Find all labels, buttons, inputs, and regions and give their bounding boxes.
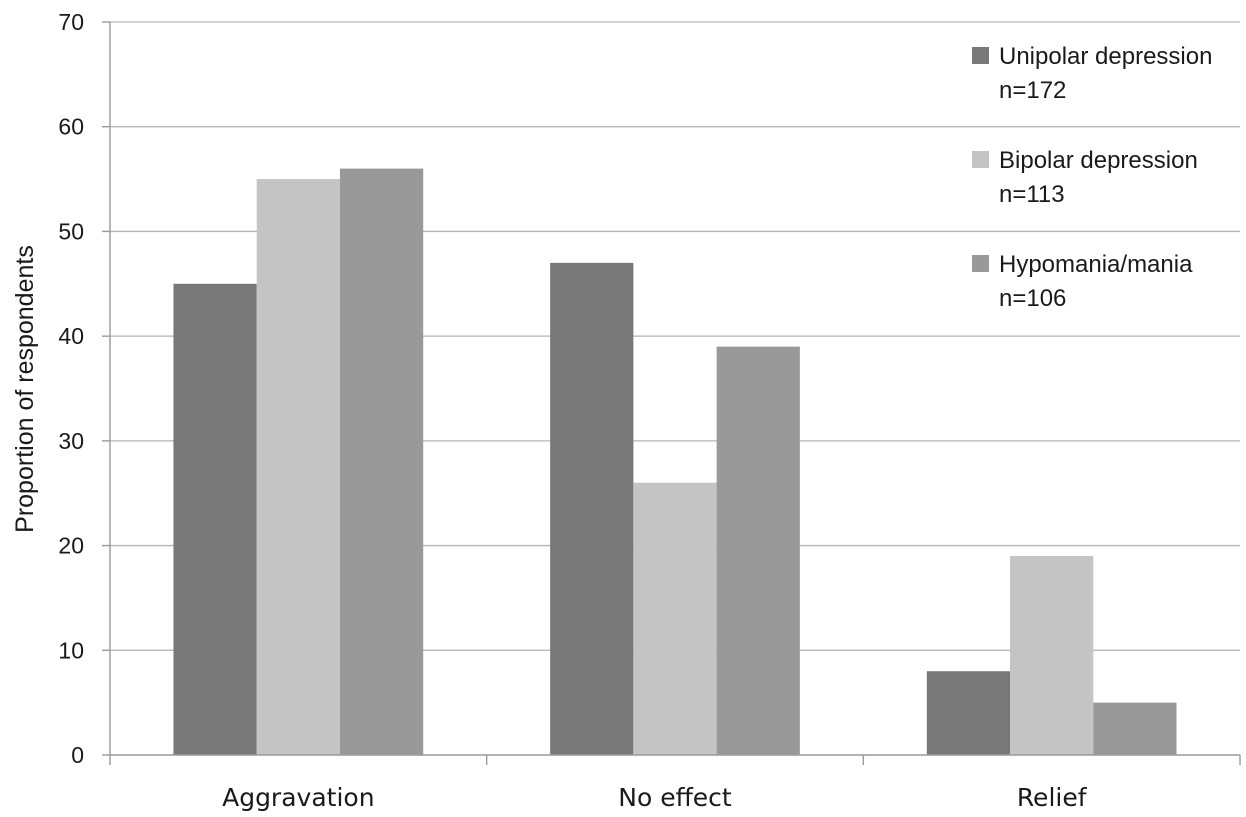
legend-swatch bbox=[972, 255, 989, 272]
legend-sublabel: n=106 bbox=[999, 285, 1066, 312]
x-tick-label: No effect bbox=[618, 783, 732, 812]
y-axis-label: Proportion of respondents bbox=[11, 245, 39, 533]
axes: Proportion of respondents 0 10 20 30 40 50 60 7… bbox=[11, 9, 1241, 812]
bar bbox=[550, 262, 634, 755]
y-tick-label: 70 bbox=[58, 9, 84, 35]
legend-swatch bbox=[972, 47, 989, 64]
y-tick-label: 40 bbox=[58, 323, 84, 349]
legend: Unipolar depression n=172 Bipolar depressi… bbox=[972, 43, 1212, 312]
bar bbox=[173, 283, 257, 755]
legend-label: Hypomania/mania bbox=[999, 251, 1193, 278]
bar bbox=[926, 671, 1011, 755]
y-tick-label: 0 bbox=[71, 742, 84, 768]
x-tick-label: Relief bbox=[1017, 783, 1088, 812]
y-tick-label: 10 bbox=[58, 637, 84, 663]
legend-label: Unipolar depression bbox=[999, 43, 1212, 70]
bar bbox=[256, 179, 340, 756]
y-tick-label: 60 bbox=[58, 114, 84, 140]
x-tick-label: Aggravation bbox=[222, 783, 374, 812]
legend-swatch bbox=[972, 151, 989, 168]
bar bbox=[339, 168, 424, 756]
y-tick-label: 20 bbox=[58, 533, 84, 559]
y-tick-label: 50 bbox=[58, 218, 84, 244]
y-tick-label: 30 bbox=[58, 428, 84, 454]
bar bbox=[1010, 556, 1094, 755]
bar bbox=[1093, 702, 1177, 755]
bars bbox=[173, 168, 1177, 756]
legend-label: Bipolar depression bbox=[999, 147, 1198, 174]
bar bbox=[716, 346, 800, 755]
bar bbox=[633, 482, 717, 755]
legend-sublabel: n=113 bbox=[999, 181, 1065, 208]
legend-sublabel: n=172 bbox=[999, 77, 1066, 104]
